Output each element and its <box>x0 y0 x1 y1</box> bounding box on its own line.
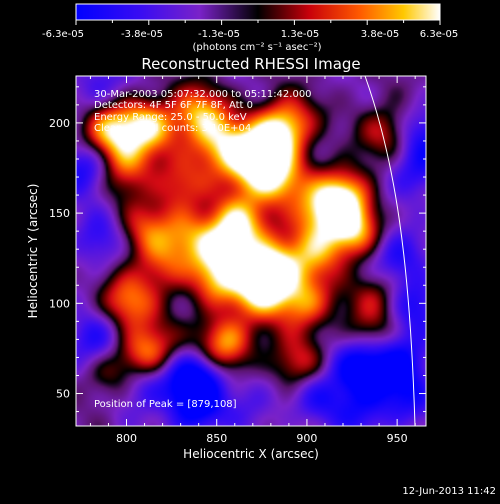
y-tick-label: 50 <box>56 388 70 401</box>
colorbar-tick-1: -3.8e-05 <box>121 29 163 40</box>
x-tick-label: 800 <box>116 432 137 445</box>
colorbar-tick-5: 6.3e-05 <box>420 29 458 40</box>
y-tick-label: 150 <box>49 207 70 220</box>
colorbar <box>75 3 441 21</box>
y-tick-label: 100 <box>49 297 70 310</box>
colorbar-tick-3: 1.3e-05 <box>281 29 319 40</box>
colorbar-ticks <box>75 20 441 25</box>
annotation-detectors: Detectors: 4F 5F 6F 7F 8F, Att 0 <box>94 100 253 111</box>
chart-title: Reconstructed RHESSI Image <box>141 55 360 73</box>
x-axis-label: Heliocentric X (arcsec) <box>183 447 319 461</box>
annotation-energy-range: Energy Range: 25.0 - 50.0 keV <box>94 112 247 123</box>
colorbar-unit-label: (photons cm⁻² s⁻¹ asec⁻²) <box>192 42 321 53</box>
annotation-total-counts: Clean Total counts: 3.10E+04 <box>94 123 251 134</box>
plot-frame <box>75 75 427 427</box>
heatmap-area <box>76 76 426 426</box>
x-tick-label: 950 <box>387 432 408 445</box>
x-tick-label: 900 <box>296 432 317 445</box>
y-tick-label: 200 <box>49 117 70 130</box>
solar-limb-curve <box>364 76 416 426</box>
annotation-time-range: 30-Mar-2003 05:07:32.000 to 05:11:42.000 <box>94 89 312 100</box>
date-stamp: 12-Jun-2013 11:42 <box>402 486 496 497</box>
heatmap-image <box>76 76 426 426</box>
y-axis-label: Heliocentric Y (arcsec) <box>26 184 40 319</box>
x-tick-label: 850 <box>206 432 227 445</box>
annotation-peak-position: Position of Peak = [879,108] <box>94 399 237 410</box>
colorbar-tick-2: -1.3e-05 <box>198 29 240 40</box>
axis-ticks: 800 850 900 950 50 100 150 200 <box>49 76 426 445</box>
colorbar-tick-4: 3.8e-05 <box>361 29 399 40</box>
colorbar-tick-0: -6.3e-05 <box>42 29 84 40</box>
